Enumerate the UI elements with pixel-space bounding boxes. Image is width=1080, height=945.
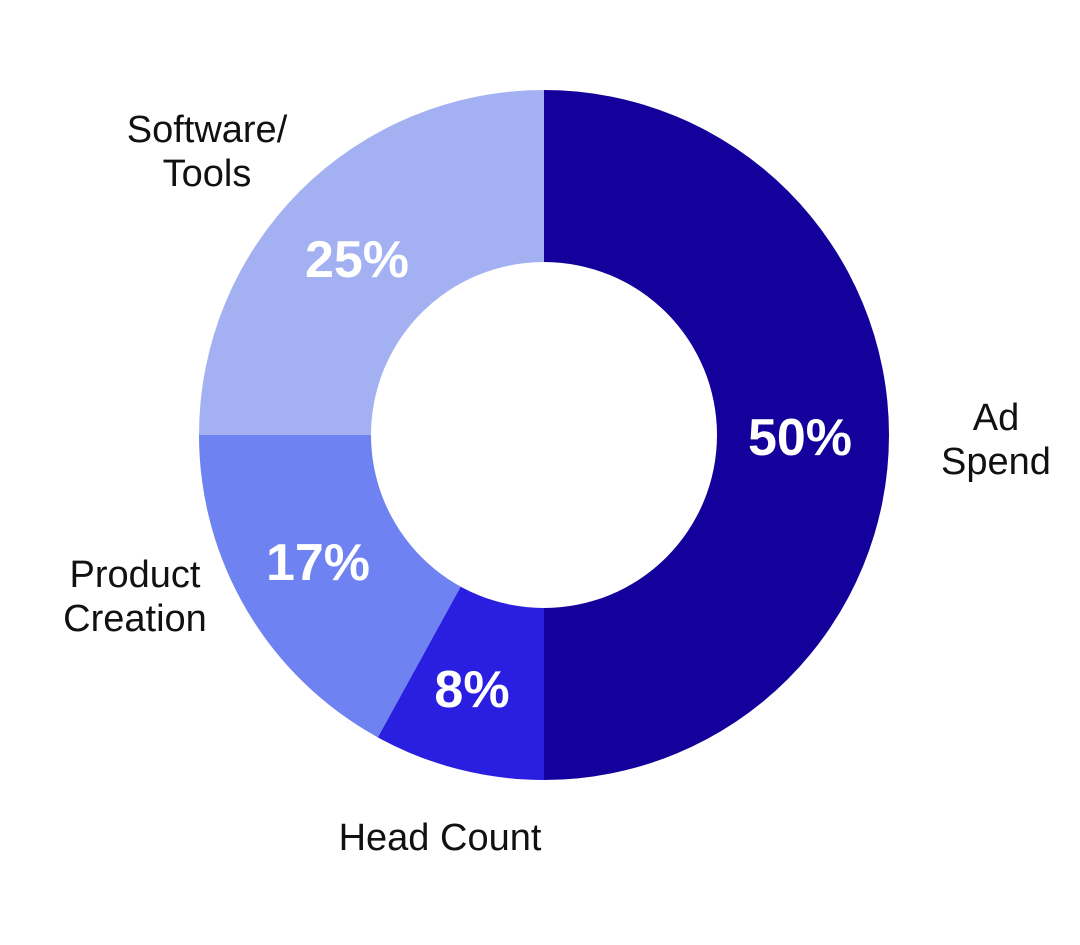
category-label-line: Creation	[63, 598, 207, 640]
category-label-line: Software/	[127, 109, 288, 151]
donut-hole	[371, 262, 717, 608]
category-label-line: Product	[70, 554, 201, 596]
category-labels: Ad Spend Head Count Product Creation Software…	[63, 109, 1051, 859]
category-label: Ad Spend	[941, 397, 1051, 483]
percent-label: 50%	[748, 409, 852, 467]
percent-label: 25%	[305, 231, 409, 289]
percent-labels: 50% 8% 17% 25%	[266, 231, 852, 719]
percent-label: 17%	[266, 534, 370, 592]
category-label: Head Count	[339, 817, 542, 859]
category-label-line: Tools	[163, 153, 252, 195]
percent-label: 8%	[434, 661, 509, 719]
category-label-line: Ad	[973, 397, 1019, 439]
category-label-line: Spend	[941, 441, 1051, 483]
category-label-line: Head Count	[339, 817, 542, 859]
category-label: Software/Tools	[127, 109, 288, 195]
category-label: Product Creation	[63, 554, 207, 640]
